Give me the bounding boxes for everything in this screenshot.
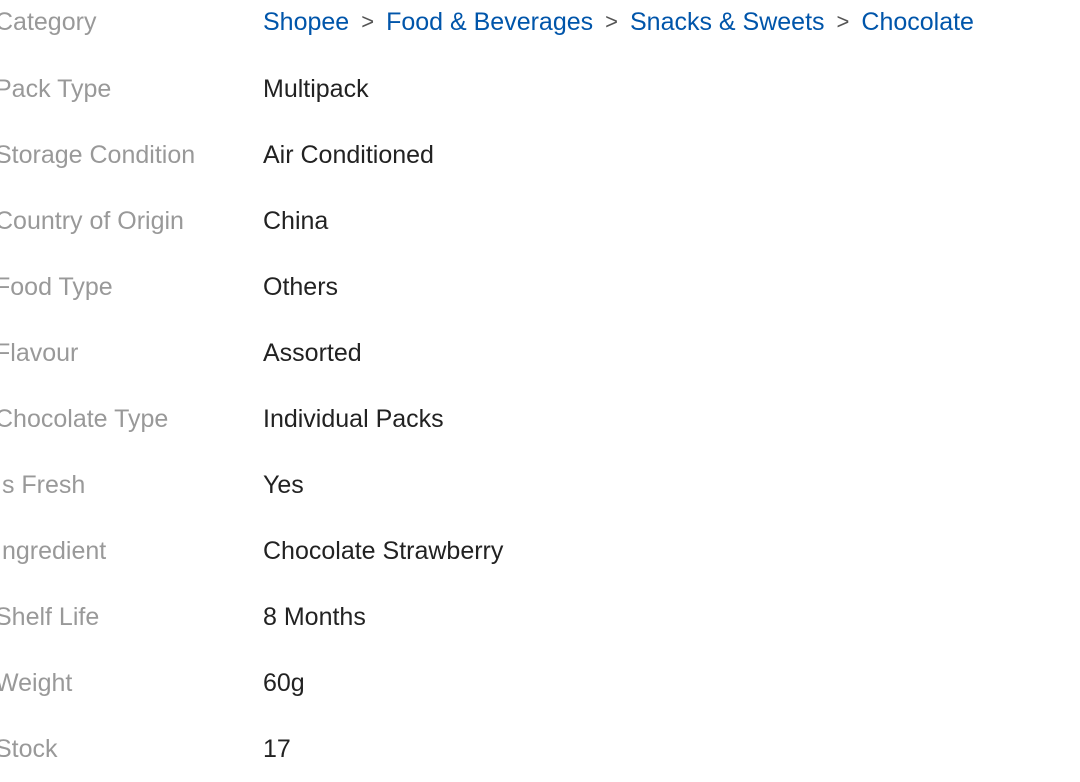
spec-row: Ingredient Chocolate Strawberry [0, 518, 1080, 584]
spec-value: Air Conditioned [263, 140, 434, 169]
spec-row: Storage Condition Air Conditioned [0, 122, 1080, 188]
spec-value: Yes [263, 470, 304, 499]
spec-value: Chocolate Strawberry [263, 536, 504, 565]
spec-row: Is Fresh Yes [0, 452, 1080, 518]
breadcrumb-link[interactable]: Shopee [263, 7, 350, 36]
spec-value: Individual Packs [263, 404, 444, 433]
breadcrumb-link[interactable]: Snacks & Sweets [630, 7, 825, 36]
spec-row: Chocolate Type Individual Packs [0, 386, 1080, 452]
spec-label: Country of Origin [0, 206, 184, 235]
chevron-right-icon: > [605, 9, 618, 34]
spec-label: Storage Condition [0, 140, 196, 169]
spec-label: Shelf Life [0, 602, 100, 631]
spec-row: Pack Type Multipack [0, 56, 1080, 122]
spec-value: 60g [263, 668, 305, 697]
spec-label: Pack Type [0, 74, 112, 103]
spec-label: Is Fresh [0, 470, 86, 499]
spec-label: Chocolate Type [0, 404, 169, 433]
spec-label: Flavour [0, 338, 79, 367]
spec-label: Weight [0, 668, 73, 697]
spec-label: Category [0, 7, 97, 36]
spec-value: Assorted [263, 338, 362, 367]
breadcrumb-link[interactable]: Chocolate [861, 7, 974, 36]
breadcrumb-link[interactable]: Food & Beverages [386, 7, 594, 36]
spec-row: Country of Origin China [0, 188, 1080, 254]
breadcrumb: Shopee > Food & Beverages > Snacks & Swe… [263, 8, 974, 37]
spec-value: 8 Months [263, 602, 366, 631]
spec-row: Flavour Assorted [0, 320, 1080, 386]
spec-row: Weight 60g [0, 650, 1080, 716]
spec-row: Stock 17 [0, 716, 1080, 782]
spec-value: Multipack [263, 74, 369, 103]
spec-label: Food Type [0, 272, 113, 301]
chevron-right-icon: > [361, 9, 375, 34]
chevron-right-icon: > [836, 9, 850, 34]
spec-value: Others [263, 272, 339, 301]
spec-value: China [263, 206, 329, 235]
spec-row: Shelf Life 8 Months [0, 584, 1080, 650]
spec-label: Stock [0, 734, 58, 763]
spec-row-category: Category Shopee > Food & Beverages > Sna… [0, 0, 1080, 55]
spec-value: 17 [263, 734, 291, 763]
spec-row: Food Type Others [0, 254, 1080, 320]
spec-label: Ingredient [0, 536, 107, 565]
